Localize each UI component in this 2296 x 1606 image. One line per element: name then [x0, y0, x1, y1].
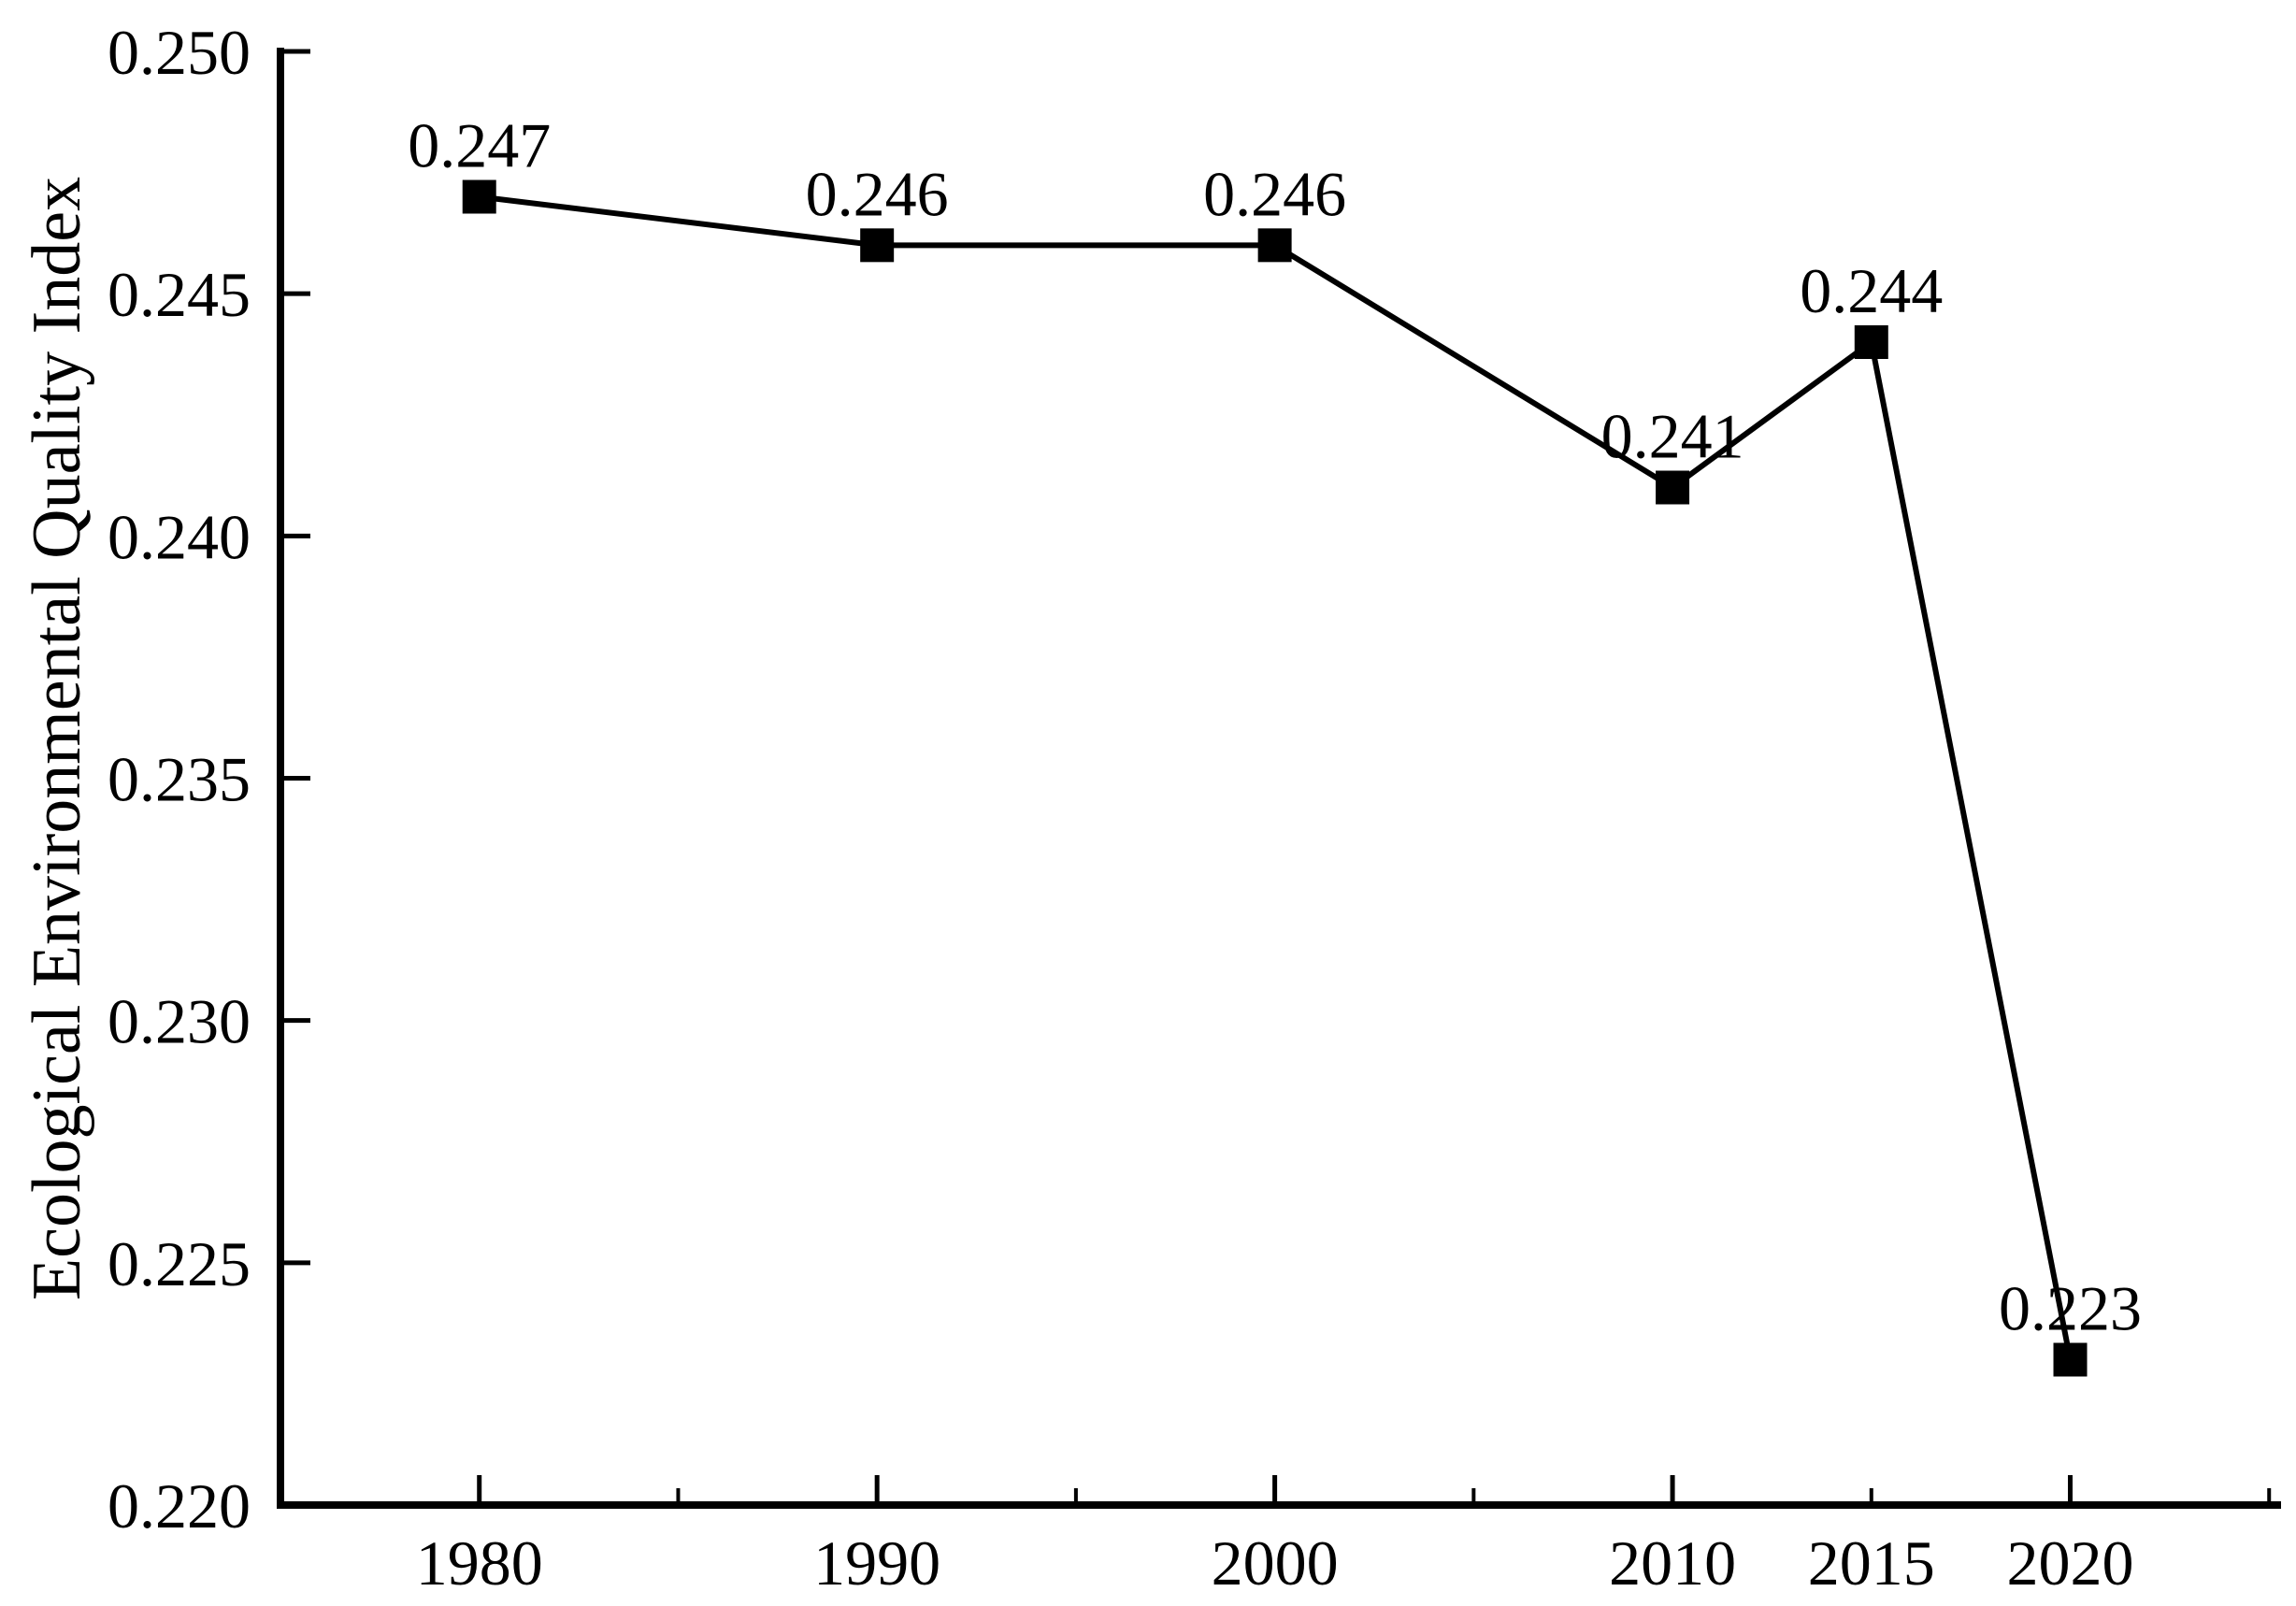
data-point-marker: [2053, 1342, 2088, 1377]
data-point-label: 0.246: [806, 158, 949, 229]
x-tick-label: 1980: [416, 1527, 543, 1599]
x-tick-label: 2010: [1609, 1527, 1736, 1599]
y-tick-label: 0.225: [108, 1228, 251, 1299]
data-point-label: 0.241: [1601, 401, 1744, 472]
data-point-marker: [860, 228, 895, 263]
y-tick-label: 0.250: [108, 17, 251, 88]
data-point-label: 0.246: [1203, 158, 1346, 229]
chart-generated-layer: 0.250 0.245 0.240 0.235 0.230 0.225 0.220 1980 1…: [108, 17, 2281, 1599]
x-tick-label: 1990: [813, 1527, 940, 1599]
x-tick-label: 2015: [1808, 1527, 1935, 1599]
data-point-marker: [1257, 228, 1292, 263]
x-tick-label: 2020: [2007, 1527, 2134, 1599]
y-tick-label: 0.230: [108, 986, 251, 1057]
y-axis-title: Ecological Environmental Quality Index: [19, 177, 95, 1300]
data-point-marker: [1656, 470, 1690, 505]
x-tick-label: 2000: [1212, 1527, 1339, 1599]
y-tick-label: 0.245: [108, 259, 251, 330]
y-tick-label: 0.240: [108, 501, 251, 572]
data-point-label: 0.244: [1800, 255, 1943, 326]
data-point-label: 0.223: [1999, 1273, 2142, 1344]
series-line: [479, 194, 2074, 1361]
y-tick-label: 0.220: [108, 1470, 251, 1541]
data-point-label: 0.247: [408, 110, 551, 181]
data-point-marker: [1854, 325, 1888, 359]
y-tick-label: 0.235: [108, 744, 251, 815]
data-point-marker: [462, 179, 496, 214]
